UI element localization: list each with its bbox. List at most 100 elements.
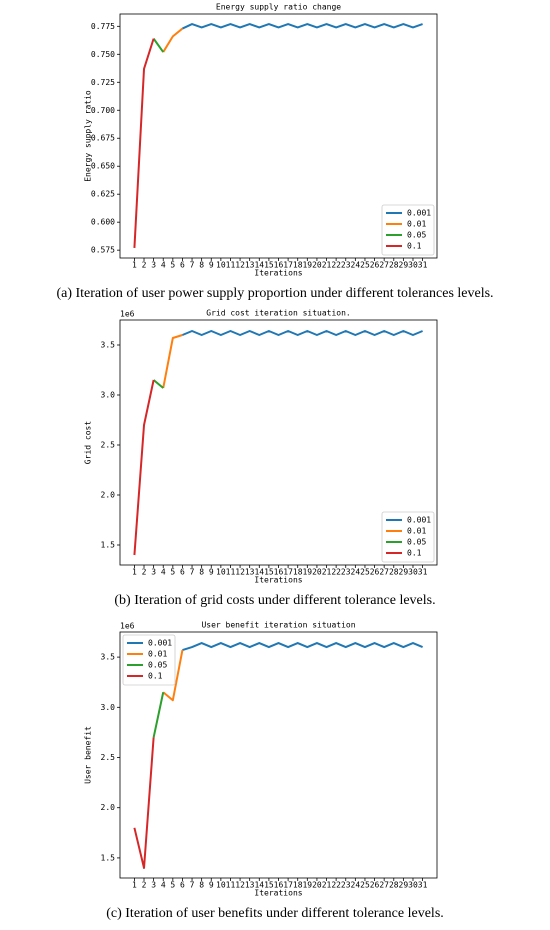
series-line [133, 737, 155, 869]
legend-label: 0.05 [148, 661, 167, 670]
caption: (b) Iteration of grid costs under differ… [114, 593, 435, 608]
x-tick-label: 24 [351, 881, 361, 890]
x-tick-label: 23 [341, 261, 351, 270]
x-tick-label: 5 [170, 568, 175, 577]
x-axis-label: Iterations [254, 269, 302, 278]
x-tick-label: 8 [199, 568, 204, 577]
x-tick-label: 19 [302, 881, 312, 890]
x-tick-label: 18 [293, 881, 303, 890]
x-tick-label: 7 [190, 568, 195, 577]
y-tick-label: 3.5 [101, 341, 116, 350]
y-tick-label: 0.575 [91, 246, 115, 255]
chart-title: Energy supply ratio change [216, 3, 341, 12]
x-tick-label: 17 [283, 261, 293, 270]
x-tick-label: 13 [245, 881, 255, 890]
series-line [162, 334, 183, 389]
x-tick-label: 9 [209, 568, 214, 577]
legend-label: 0.1 [407, 242, 422, 251]
x-tick-label: 21 [322, 881, 332, 890]
series-line [182, 23, 423, 30]
x-tick-label: 11 [226, 881, 236, 890]
y-tick-label: 0.775 [91, 22, 115, 31]
y-tick-label: 3.0 [101, 703, 116, 712]
y-tick-label: 3.0 [101, 391, 116, 400]
x-tick-label: 2 [142, 881, 147, 890]
y-axis-label: Energy supply ratio [84, 90, 93, 182]
legend-label: 0.05 [407, 231, 426, 240]
x-tick-label: 19 [302, 568, 312, 577]
x-tick-label: 8 [199, 881, 204, 890]
series-line [162, 649, 184, 702]
x-tick-label: 16 [274, 881, 284, 890]
x-tick-label: 8 [199, 261, 204, 270]
legend-label: 0.1 [407, 549, 422, 558]
y-tick-label: 3.5 [101, 653, 116, 662]
y-tick-label: 2.5 [101, 441, 116, 450]
x-tick-label: 10 [216, 261, 226, 270]
x-tick-label: 9 [209, 881, 214, 890]
x-tick-label: 24 [351, 261, 361, 270]
x-tick-label: 24 [351, 568, 361, 577]
series-line [152, 379, 164, 389]
caption: (c) Iteration of user benefits under dif… [106, 906, 444, 921]
x-tick-label: 15 [264, 568, 274, 577]
x-tick-label: 4 [161, 261, 166, 270]
x-tick-label: 27 [379, 261, 389, 270]
y-tick-label: 0.700 [91, 106, 115, 115]
series-line [182, 642, 423, 652]
x-tick-label: 12 [235, 568, 245, 577]
x-tick-label: 13 [245, 261, 255, 270]
y-tick-label: 2.0 [101, 491, 116, 500]
legend-label: 0.01 [407, 220, 426, 229]
x-tick-label: 26 [370, 261, 380, 270]
x-tick-label: 5 [170, 261, 175, 270]
x-tick-label: 17 [283, 568, 293, 577]
x-tick-label: 31 [418, 261, 428, 270]
x-tick-label: 28 [389, 881, 399, 890]
x-tick-label: 19 [302, 261, 312, 270]
y-axis-label: User benefit [84, 726, 93, 784]
x-tick-label: 2 [142, 568, 147, 577]
legend-label: 0.05 [407, 538, 426, 547]
x-tick-label: 20 [312, 261, 322, 270]
x-tick-label: 29 [399, 881, 409, 890]
x-tick-label: 4 [161, 568, 166, 577]
plot-frame [119, 631, 438, 879]
legend-box [381, 511, 435, 563]
x-axis-label: Iterations [254, 576, 302, 585]
legend-label: 0.001 [407, 516, 431, 525]
x-tick-label: 30 [408, 881, 418, 890]
chart-title: Grid cost iteration situation. [206, 309, 351, 318]
x-tick-label: 6 [180, 261, 185, 270]
x-tick-label: 30 [408, 261, 418, 270]
x-tick-label: 22 [331, 568, 341, 577]
legend-label: 0.001 [407, 209, 431, 218]
x-tick-label: 3 [151, 261, 156, 270]
x-tick-label: 26 [370, 881, 380, 890]
y-tick-label: 0.725 [91, 78, 115, 87]
plot-frame [119, 13, 438, 259]
x-tick-label: 1 [132, 881, 137, 890]
y-tick-label: 1.5 [101, 853, 116, 862]
y-tick-label: 0.625 [91, 190, 115, 199]
y-axis-label: Grid cost [84, 421, 93, 465]
legend-box [381, 204, 435, 256]
x-tick-label: 31 [418, 568, 428, 577]
legend-label: 0.001 [148, 639, 172, 648]
x-tick-label: 11 [226, 261, 236, 270]
plot-frame [119, 319, 438, 566]
x-tick-label: 20 [312, 881, 322, 890]
x-tick-label: 7 [190, 881, 195, 890]
y-tick-label: 2.5 [101, 753, 116, 762]
y-tick-label: 0.600 [91, 218, 115, 227]
x-tick-label: 25 [360, 881, 370, 890]
x-tick-label: 13 [245, 568, 255, 577]
series-line [152, 692, 165, 738]
x-tick-label: 30 [408, 568, 418, 577]
x-tick-label: 7 [190, 261, 195, 270]
y-tick-label: 1.5 [101, 541, 116, 550]
x-tick-label: 26 [370, 568, 380, 577]
x-axis-label: Iterations [254, 889, 302, 898]
x-tick-label: 1 [132, 568, 137, 577]
x-tick-label: 6 [180, 568, 185, 577]
